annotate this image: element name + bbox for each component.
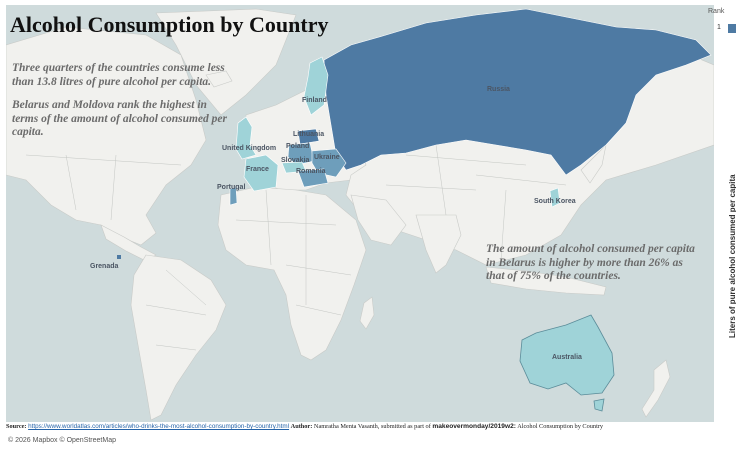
legend-value: 1 bbox=[717, 24, 721, 31]
country-australia[interactable] bbox=[519, 314, 615, 396]
author-text: Namratha Menta Vasanth, submitted as par… bbox=[313, 423, 431, 430]
makeover-tag: makeovermonday/2019w2: bbox=[432, 423, 516, 430]
land-arabia bbox=[350, 194, 407, 246]
map-canvas[interactable]: Russia Finland Lithuania United Kingdom … bbox=[6, 5, 714, 422]
borders-asia bbox=[385, 144, 567, 261]
land-madagascar bbox=[359, 296, 375, 330]
country-portugal[interactable] bbox=[229, 186, 238, 206]
land-india bbox=[415, 214, 462, 274]
borders-americas bbox=[25, 154, 207, 351]
annotation-quartile: Three quarters of the countries consume … bbox=[12, 62, 225, 88]
country-russia[interactable] bbox=[323, 8, 712, 176]
map-title: Alcohol Consumption by Country bbox=[10, 12, 329, 37]
borders-africa bbox=[235, 189, 352, 316]
annotation-highest: Belarus and Moldova rank the highest in … bbox=[12, 99, 227, 138]
country-poland[interactable] bbox=[287, 142, 315, 166]
country-france[interactable] bbox=[243, 154, 279, 192]
country-romania[interactable] bbox=[297, 168, 329, 188]
land-africa bbox=[217, 186, 367, 361]
annotation-belarus: The amount of alcohol consumed per capit… bbox=[486, 243, 695, 282]
land-south-america bbox=[130, 254, 227, 421]
label-south-korea: South Korea bbox=[534, 198, 576, 205]
source-line: Source: https://www.worldatlas.com/artic… bbox=[6, 423, 603, 430]
label-australia: Australia bbox=[552, 354, 582, 361]
land-japan bbox=[580, 144, 607, 184]
country-finland[interactable] bbox=[303, 56, 329, 116]
land-greenland bbox=[155, 8, 297, 116]
land-iceland bbox=[205, 70, 233, 88]
label-slovakia: Slovakia bbox=[281, 157, 310, 164]
map-attribution[interactable]: © 2026 Mapbox © OpenStreetMap bbox=[8, 437, 116, 444]
color-axis-title: Liters of pure alcohol consumed per capi… bbox=[728, 174, 736, 338]
label-lithuania: Lithuania bbox=[293, 131, 325, 138]
legend-title: Rank bbox=[708, 8, 725, 15]
label-grenada: Grenada bbox=[90, 263, 119, 270]
country-united-kingdom[interactable] bbox=[235, 116, 257, 160]
country-australia-tasmania[interactable] bbox=[593, 398, 605, 412]
source-link[interactable]: https://www.worldatlas.com/articles/who-… bbox=[28, 423, 290, 430]
country-lithuania[interactable] bbox=[297, 128, 320, 145]
land-new-zealand bbox=[641, 359, 671, 418]
label-finland: Finland bbox=[302, 97, 327, 104]
world-map bbox=[6, 8, 714, 421]
label-united-kingdom: United Kingdom bbox=[222, 145, 277, 152]
country-grenada[interactable] bbox=[117, 255, 121, 259]
label-portugal: Portugal bbox=[217, 184, 246, 191]
label-russia: Russia bbox=[487, 86, 510, 93]
label-france: France bbox=[246, 166, 269, 173]
country-south-korea[interactable] bbox=[549, 187, 561, 208]
land-indonesia bbox=[485, 266, 607, 296]
source-tail: Alcohol Consumption by Country bbox=[517, 423, 604, 430]
legend-swatch bbox=[728, 24, 736, 33]
source-label: Source: bbox=[6, 423, 27, 430]
land-north-america bbox=[6, 26, 207, 246]
label-ukraine: Ukraine bbox=[314, 154, 340, 161]
author-label: Author: bbox=[290, 423, 313, 430]
label-romania: Romania bbox=[296, 168, 326, 175]
label-poland: Poland bbox=[286, 143, 310, 150]
